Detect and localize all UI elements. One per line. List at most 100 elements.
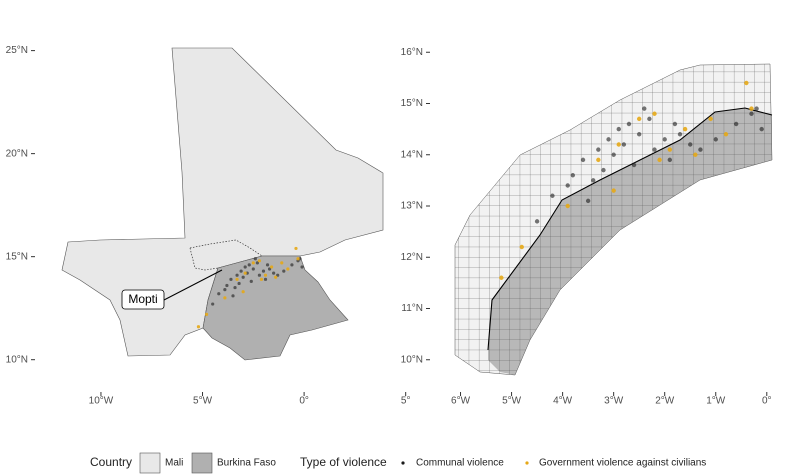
event-point [217,292,221,296]
y-tick-label: 16°N [401,47,423,58]
legend-title: Type of violence [300,455,387,469]
event-point [204,312,209,316]
event-point [296,257,300,261]
event-point [237,281,241,286]
burkina-shape [202,255,349,361]
event-point [294,246,298,251]
event-point [636,132,642,137]
event-point [550,193,555,198]
event-point [261,269,266,273]
event-point [249,279,253,283]
event-point [225,283,229,288]
legend-label: Mali [165,458,183,469]
y-tick-label: 25°N [6,45,28,56]
x-tick-label: 3°W [604,396,624,407]
grid-cells [454,63,773,376]
event-point [744,80,749,86]
left-map: Mopti [61,47,384,361]
event-point [196,325,201,329]
event-point [247,263,251,267]
event-point [565,203,570,209]
y-tick-label: 11°N [401,303,423,314]
border [487,107,773,351]
event-point [223,296,227,300]
event-point [257,259,262,263]
x-tick-label: 6°W [451,396,471,407]
event-point [647,116,652,122]
y-tick-label: 15°N [6,251,28,262]
legend-label: Communal violence [416,458,504,469]
event-point [257,273,262,277]
event-point [754,106,759,111]
event-point [621,142,627,147]
mopti-outline [189,239,263,271]
y-tick-label: 12°N [401,252,423,263]
event-point [580,157,586,163]
event-point [274,275,278,279]
event-point [616,142,621,147]
event-point [243,271,247,275]
event-point [241,275,245,279]
y-tick-label: 10°N [401,354,423,365]
event-point [270,265,274,269]
y-tick-label: 14°N [401,149,423,160]
event-point [662,137,667,142]
event-point [263,273,268,277]
event-point [276,273,280,277]
event-point [749,106,754,111]
event-point [713,137,718,142]
right-map [454,63,773,376]
x-tick-label: 4°W [553,396,573,407]
y-tick-label: 20°N [6,148,28,159]
event-point [534,219,540,224]
y-tick-label: 13°N [401,201,423,212]
x-tick-label: 0° [299,396,309,407]
event-point [667,157,673,163]
event-point [519,244,524,250]
event-point [251,267,255,271]
event-point [243,265,247,269]
event-point [265,263,270,267]
legend-title: Country [90,455,132,469]
event-point [259,277,264,281]
event-point [241,290,245,294]
event-point [631,162,637,168]
x-tick-label: 5° [401,396,411,407]
event-point [596,157,601,163]
event-point [290,263,294,267]
event-point [499,275,504,280]
event-point [611,152,616,157]
event-point [672,121,678,127]
event-point [698,147,703,152]
event-point [300,265,304,269]
event-point [616,126,621,132]
legend-dot [401,461,405,465]
mopti-label: Mopti [128,292,157,306]
event-point [733,121,739,127]
event-point [611,188,616,193]
event-point [280,261,284,265]
event-point [286,267,290,271]
mopti-leader [163,269,223,301]
x-tick-label: 10°W [89,396,114,407]
event-point [688,142,693,147]
event-point [223,288,227,292]
event-point [233,285,237,290]
event-point [211,302,215,306]
legend-label: Government violence against civilians [539,458,706,469]
event-point [626,121,632,127]
y-tick-label: 10°N [6,354,28,365]
legend-label: Burkina Faso [217,458,276,469]
event-point [682,126,688,132]
mopti-box [121,289,165,310]
event-point [585,198,591,204]
event-point [652,111,657,116]
event-point [652,147,657,152]
event-point [601,167,606,173]
y-tick-label: 15°N [401,98,423,109]
x-tick-label: 2°W [655,396,675,407]
event-point [229,277,233,281]
event-point [759,126,764,132]
event-point [708,116,713,122]
